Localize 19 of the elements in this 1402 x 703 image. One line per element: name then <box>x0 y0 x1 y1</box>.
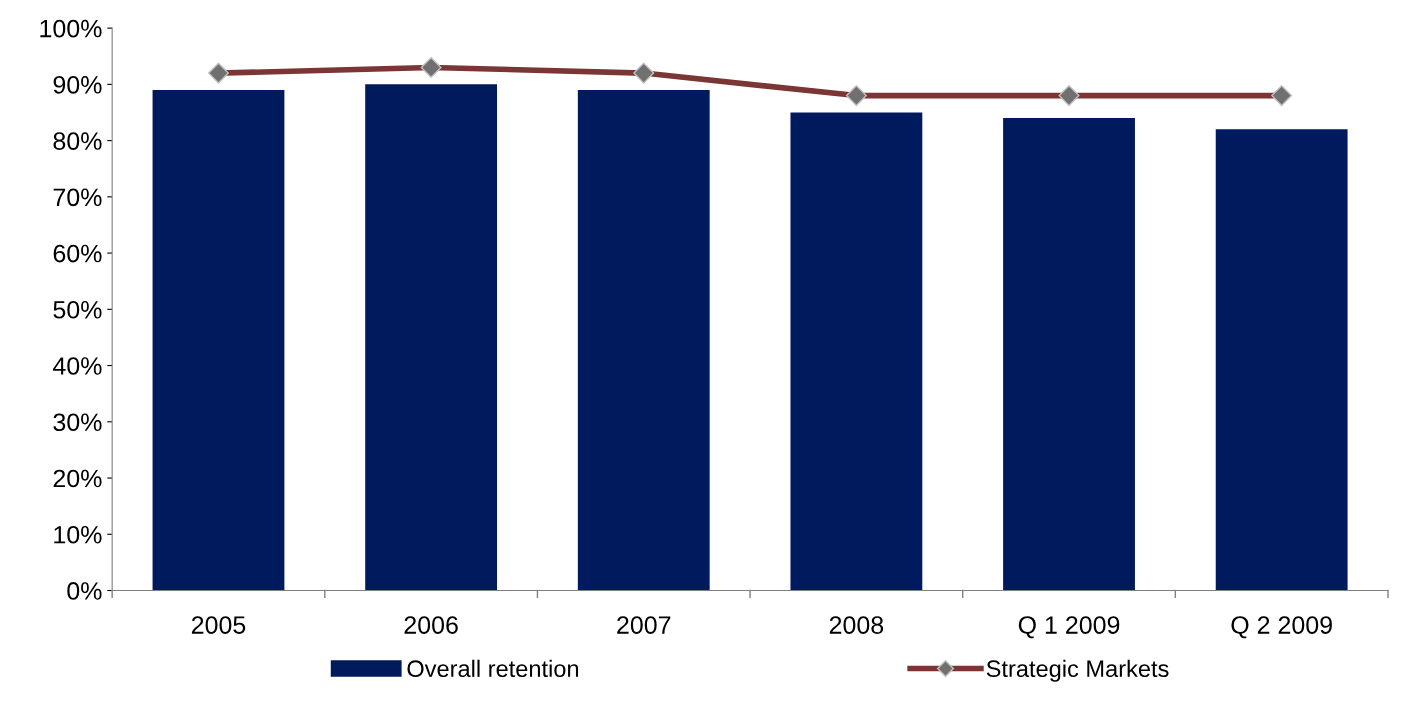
legend-label: Strategic Markets <box>986 659 1169 682</box>
x-tick-label: 2008 <box>829 616 884 634</box>
y-tick-label: 40% <box>52 357 102 375</box>
y-tick-label: 0% <box>67 582 102 600</box>
y-tick-label: 60% <box>53 244 102 263</box>
x-tick-label: Q 1 2009 <box>1018 616 1120 639</box>
y-tick-label: 100% <box>40 19 102 38</box>
y-tick-label: 30% <box>53 413 102 432</box>
y-tick-label: 80% <box>53 132 102 150</box>
y-tick-label: 20% <box>53 469 102 488</box>
x-tick-label: 2006 <box>404 616 458 634</box>
y-tick-label: 90% <box>53 75 102 94</box>
y-tick-label: 10% <box>54 525 102 544</box>
x-tick-label: Q 2 2009 <box>1231 616 1332 639</box>
y-tick-label: 50% <box>53 300 102 319</box>
legend-label: Overall retention <box>407 659 579 678</box>
x-tick-label: 2005 <box>191 616 246 634</box>
x-tick-label: 2007 <box>617 616 671 634</box>
y-tick-label: 70% <box>53 188 102 207</box>
